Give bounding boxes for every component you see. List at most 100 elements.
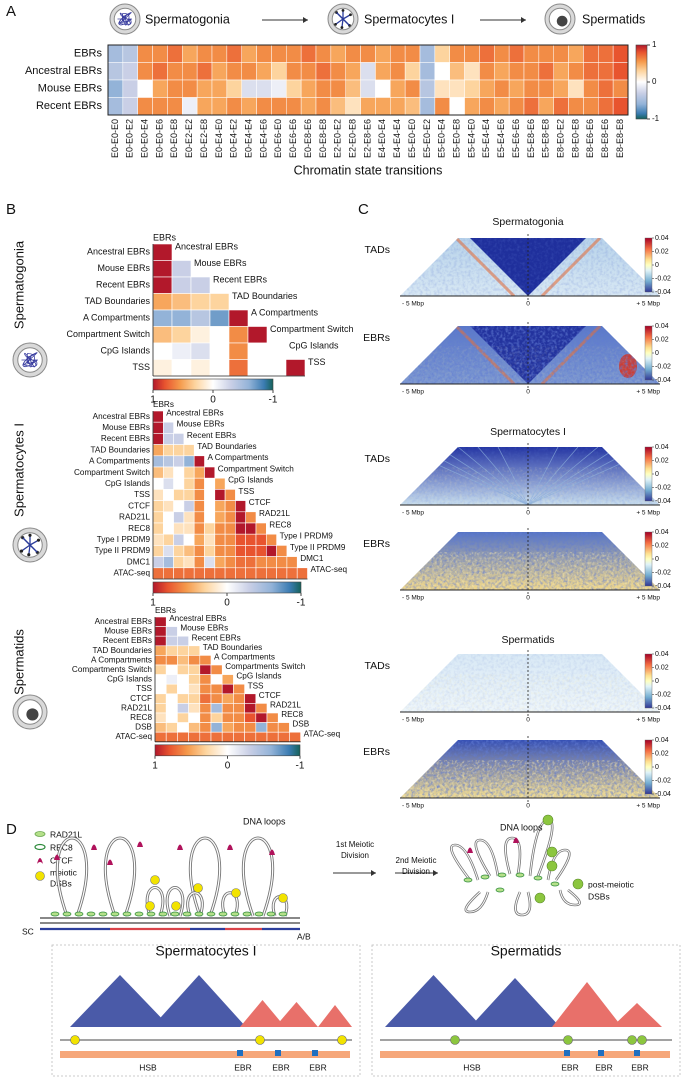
matrix-cell — [255, 703, 268, 714]
matrix-cell — [154, 712, 167, 723]
column-label: E5-E0-E4 — [437, 119, 447, 158]
colorbar-label: 0.04 — [655, 529, 669, 536]
row-label: RAD21L — [121, 703, 152, 712]
heatmap-cell — [152, 97, 168, 116]
matrix-cell — [235, 511, 246, 524]
heatmap-cell — [390, 62, 406, 81]
matrix-cell — [204, 567, 216, 580]
axis-label: 0 — [526, 717, 530, 724]
cohesin — [50, 911, 60, 917]
heatmap-cell — [404, 79, 421, 98]
column-label: E2-E0-E8 — [348, 119, 358, 158]
matrix-cell — [209, 326, 230, 344]
matrix-cell — [188, 731, 201, 743]
row-label: Compartment Switch — [74, 468, 150, 477]
matrix-cell — [296, 567, 308, 580]
row-label: TAD Boundaries — [91, 445, 150, 454]
dsb-label: post-meiotic — [588, 879, 635, 889]
matrix-cell — [177, 645, 189, 656]
meiotic-dsb — [278, 893, 288, 903]
heatmap-cell — [419, 44, 436, 63]
cohesin — [480, 874, 490, 880]
matrix-cell — [204, 545, 216, 557]
chromosome — [341, 18, 344, 28]
diagonal-label: ATAC-seq — [304, 729, 341, 738]
column-label: E0-E8-E8 — [318, 119, 328, 158]
colorbar-label: -0.02 — [655, 569, 671, 576]
colorbar-label: 0 — [655, 556, 659, 563]
heatmap-cell — [286, 44, 302, 63]
heatmap-cell — [464, 97, 480, 116]
matrix-cell — [152, 276, 173, 294]
matrix-cell — [245, 511, 257, 524]
heatmap-cell — [568, 79, 584, 98]
diagonal-label: RAD21L — [259, 509, 290, 518]
axis-label: - 5 Mbp — [402, 301, 424, 308]
column-label: E4-E4-E4 — [392, 119, 402, 158]
heatmap-cell — [375, 62, 391, 81]
matrix-cell — [193, 500, 205, 513]
matrix-cell — [209, 359, 230, 377]
matrix-cell — [177, 722, 189, 733]
heatmap-cell — [612, 62, 629, 81]
post-meiotic-dsb — [546, 860, 558, 872]
cohesin — [497, 872, 507, 878]
heatmap-cell — [330, 79, 346, 98]
matrix-cell — [173, 477, 185, 490]
heatmap-cell — [182, 62, 198, 81]
matrix-cell — [152, 567, 164, 580]
matrix-cell — [154, 616, 167, 627]
matrix-cell — [173, 466, 185, 479]
cohesin — [230, 911, 240, 917]
heatmap-cell — [271, 44, 287, 63]
matrix-cell — [152, 433, 164, 445]
row-label: Compartments Switch — [72, 665, 153, 674]
cohesin — [254, 911, 264, 917]
row-label: Ancestral EBRs — [25, 65, 103, 77]
heatmap-cell — [523, 62, 540, 81]
matrix-cell — [177, 703, 189, 714]
matrix-cell — [244, 731, 257, 743]
row-label: CTCF — [128, 501, 150, 510]
matrix-cell — [171, 309, 192, 327]
matrix-cell — [210, 693, 223, 704]
row-label: Ancestral EBRs — [95, 617, 152, 626]
matrix-cell — [190, 309, 211, 327]
colorbar-label: 0.04 — [655, 235, 669, 242]
tad-triangle — [152, 975, 246, 1027]
matrix-cell — [193, 556, 205, 569]
matrix-cell — [154, 674, 167, 685]
heatmap-cell — [152, 44, 168, 63]
matrix-cell — [193, 466, 205, 479]
matrix-cell — [173, 567, 185, 580]
colorbar-label: 0 — [652, 77, 657, 86]
dna-loop — [559, 889, 581, 906]
colorbar-label: 0 — [655, 764, 659, 771]
ebr-mark — [634, 1050, 640, 1056]
heatmap-cell — [494, 97, 510, 116]
matrix-cell — [247, 326, 268, 344]
heatmap-cell — [211, 97, 228, 116]
cohesin — [550, 881, 560, 887]
matrix-cell — [152, 421, 164, 434]
row-label: A Compartments — [89, 457, 150, 466]
axis-label: 0 — [526, 803, 530, 810]
chromatin — [117, 12, 133, 26]
heatmap-cell — [122, 44, 138, 63]
dna-loop — [103, 836, 137, 917]
colorbar — [635, 44, 648, 120]
matrix-cell — [177, 731, 189, 743]
matrix-cell — [266, 342, 287, 360]
box-title: Spermatids — [491, 943, 562, 959]
matrix-cell — [177, 674, 189, 685]
dsb — [637, 1035, 647, 1045]
matrix-cell — [199, 722, 212, 733]
column-label: E8-E0-E2 — [556, 119, 566, 158]
telomere — [36, 538, 41, 542]
column-label: E0-E6-E0 — [273, 119, 283, 158]
chromatin — [21, 352, 38, 368]
box-frame — [51, 944, 361, 1077]
matrix-cell — [154, 655, 167, 666]
matrix-cell — [165, 664, 178, 675]
